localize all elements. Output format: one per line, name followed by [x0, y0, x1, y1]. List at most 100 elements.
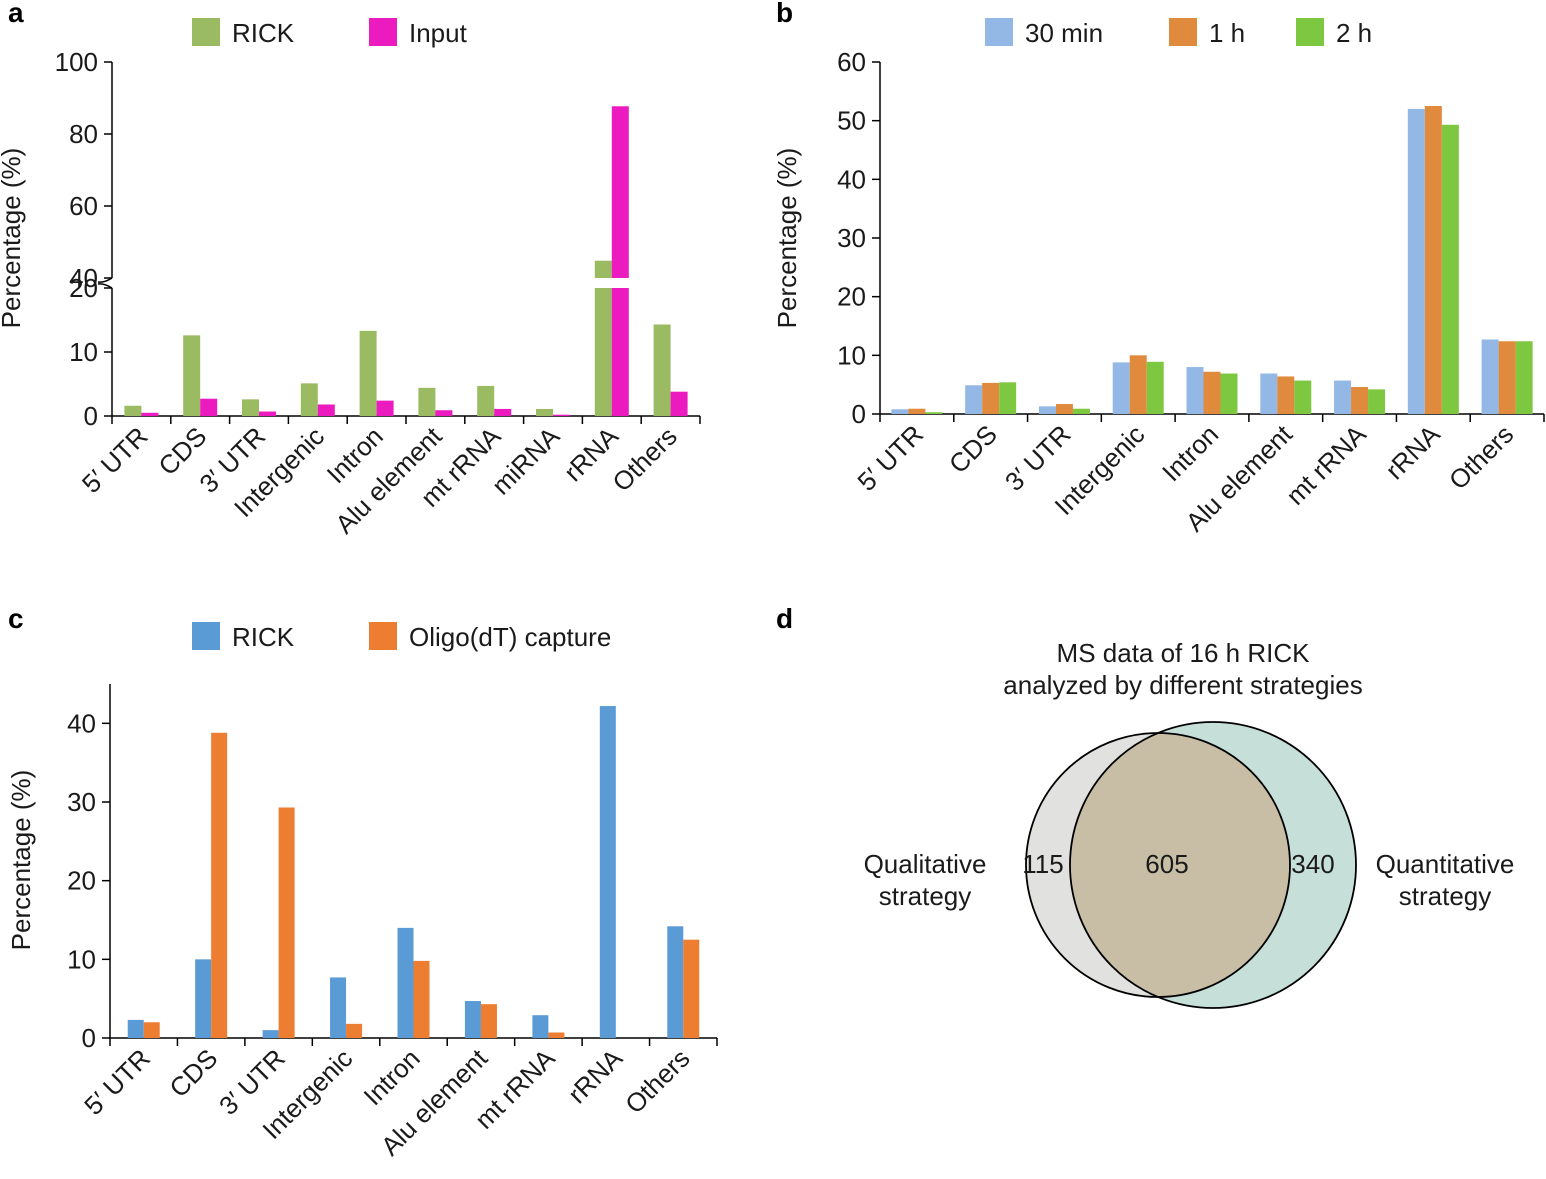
panel-c-bar-1-1: [211, 732, 228, 1038]
panel-c-bar-0-2: [262, 1030, 279, 1038]
venn-right-outline: [1069, 721, 1357, 1009]
panel-b-bar-2-3: [1146, 361, 1164, 414]
panel-b-xtick-label-7: rRNA: [1379, 419, 1446, 486]
panel-b-legend-swatch-1: [1169, 18, 1197, 46]
panel-a-bar-1-4: [376, 400, 394, 416]
panel-c-legend-label-0: RICK: [232, 622, 295, 652]
panel-c-legend-label-1: Oligo(dT) capture: [409, 622, 611, 652]
panel-b-ytick-label-4: 40: [837, 164, 866, 194]
panel-d-venn: MS data of 16 h RICK analyzed by differe…: [864, 638, 1514, 1009]
panel-c-bar-1-3: [346, 1023, 363, 1038]
panel-b-bar-2-4: [1220, 373, 1238, 414]
panel-a-ytick-label-upper-1: 60: [69, 191, 98, 221]
panel-c-bar-0-6: [532, 1015, 549, 1038]
panel-b-legend-swatch-0: [985, 18, 1013, 46]
panel-b-bar-0-5: [1260, 373, 1278, 414]
panel-label-b: b: [776, 0, 793, 28]
panel-b-bar-0-2: [1038, 406, 1056, 414]
panel-b-bar-1-5: [1277, 376, 1295, 414]
panel-a-bar-1-1: [200, 398, 218, 416]
panel-a-ytick-label-lower-2: 20: [69, 273, 98, 303]
panel-c-bar-1-0: [143, 1022, 160, 1038]
panel-a-bar-1-9: [670, 391, 688, 416]
panel-c-bar-1-6: [548, 1032, 565, 1038]
panel-c-legend-swatch-1: [369, 622, 397, 650]
panel-c-y-axis-title: Percentage (%): [6, 770, 36, 951]
panel-c-ytick-label-1: 10: [67, 944, 96, 974]
panel-c-bar-0-1: [195, 959, 212, 1038]
panel-b-bar-1-7: [1424, 106, 1442, 414]
panel-b-bar-0-4: [1186, 367, 1204, 414]
panel-a-bar-1-8: [611, 288, 629, 416]
panel-b-bar-2-5: [1294, 380, 1312, 414]
panel-a-xtick-label-0: 5′ UTR: [76, 421, 154, 499]
panel-b-ytick-label-5: 50: [837, 106, 866, 136]
panel-b-bar-0-0: [891, 409, 909, 414]
panel-b-ytick-label-2: 20: [837, 282, 866, 312]
panel-b-xtick-label-6: mt rRNA: [1280, 419, 1372, 511]
panel-c-ytick-label-3: 30: [67, 787, 96, 817]
panel-b-bar-0-8: [1481, 339, 1499, 414]
panel-b-bar-0-6: [1334, 380, 1352, 414]
panel-a-bar-top-0-8: [594, 260, 612, 278]
panel-a-bar-1-6: [494, 408, 512, 416]
panel-a-bar-1-3: [317, 404, 335, 416]
panel-b-xtick-label-1: CDS: [943, 419, 1003, 479]
panel-c-ytick-label-4: 40: [67, 708, 96, 738]
panel-c-bar-1-5: [480, 1004, 497, 1038]
panel-b-y-axis-title: Percentage (%): [772, 148, 802, 329]
panel-a-bar-0-7: [536, 408, 553, 416]
panel-b-xtick-label-0: 5′ UTR: [851, 419, 929, 497]
panel-c-bar-0-4: [397, 927, 414, 1038]
venn-overlap-count: 605: [1145, 849, 1188, 879]
panel-b-legend-label-0: 30 min: [1025, 18, 1103, 48]
panel-a-xtick-label-7: miRNA: [486, 421, 566, 501]
panel-c-xtick-label-0: 5′ UTR: [78, 1043, 156, 1121]
panel-c-bar-0-7: [599, 706, 616, 1038]
panel-label-d: d: [776, 603, 793, 634]
panel-b-xtick-label-8: Others: [1443, 419, 1519, 495]
panel-a-bar-1-7: [553, 414, 570, 416]
panel-b-bar-1-1: [982, 382, 1000, 414]
panel-b-bar-1-3: [1129, 355, 1147, 414]
panel-a-bar-0-1: [183, 335, 201, 416]
panel-b-legend-swatch-2: [1296, 18, 1324, 46]
panel-b-bar-2-0: [925, 412, 943, 414]
venn-title-line1: MS data of 16 h RICK: [1057, 638, 1311, 668]
panel-a-bar-0-6: [477, 385, 495, 416]
panel-b-bar-1-4: [1203, 371, 1221, 414]
panel-b-ytick-label-6: 60: [837, 47, 866, 77]
panel-a-bar-0-3: [300, 383, 318, 416]
panel-a-legend-swatch-0: [192, 18, 220, 46]
panel-a-legend-label-1: Input: [409, 18, 468, 48]
venn-title-line2: analyzed by different strategies: [1003, 670, 1362, 700]
panel-b-bar-1-2: [1055, 404, 1073, 414]
panel-b-bar-1-0: [908, 408, 926, 414]
panel-a-legend-label-0: RICK: [232, 18, 295, 48]
panel-c-bar-0-8: [667, 926, 684, 1038]
venn-left-count: 115: [1022, 849, 1063, 879]
panel-a-ytick-label-upper-2: 80: [69, 119, 98, 149]
panel-b-chart: 30 min 1 h 2 h 0 10 20 30 40 50 60 Percentage (%) 5…: [772, 18, 1545, 537]
panel-b-ytick-label-1: 10: [837, 340, 866, 370]
panel-b-bar-1-6: [1351, 387, 1369, 414]
panel-c-ytick-label-0: 0: [82, 1023, 96, 1053]
venn-left-label-line2: strategy: [879, 881, 972, 911]
panel-a-bar-0-0: [124, 405, 142, 416]
panel-a-ytick-label-lower-0: 0: [84, 401, 98, 431]
panel-c-xtick-label-8: Others: [619, 1043, 695, 1119]
panel-a-bar-0-9: [653, 324, 671, 416]
panel-b-bar-2-6: [1368, 389, 1386, 414]
panel-c-xtick-label-7: rRNA: [562, 1043, 629, 1110]
panel-a-ytick-label-lower-1: 10: [69, 337, 98, 367]
panel-a-bar-0-4: [359, 330, 377, 416]
panel-a-y-axis-title: Percentage (%): [0, 148, 26, 329]
panel-b-bar-2-8: [1515, 341, 1533, 414]
panel-a-legend-swatch-1: [369, 18, 397, 46]
panel-c-bar-0-3: [330, 977, 347, 1038]
panel-b-bar-0-7: [1407, 108, 1425, 414]
panel-c-bar-1-4: [413, 960, 430, 1038]
panel-label-a: a: [8, 0, 24, 28]
